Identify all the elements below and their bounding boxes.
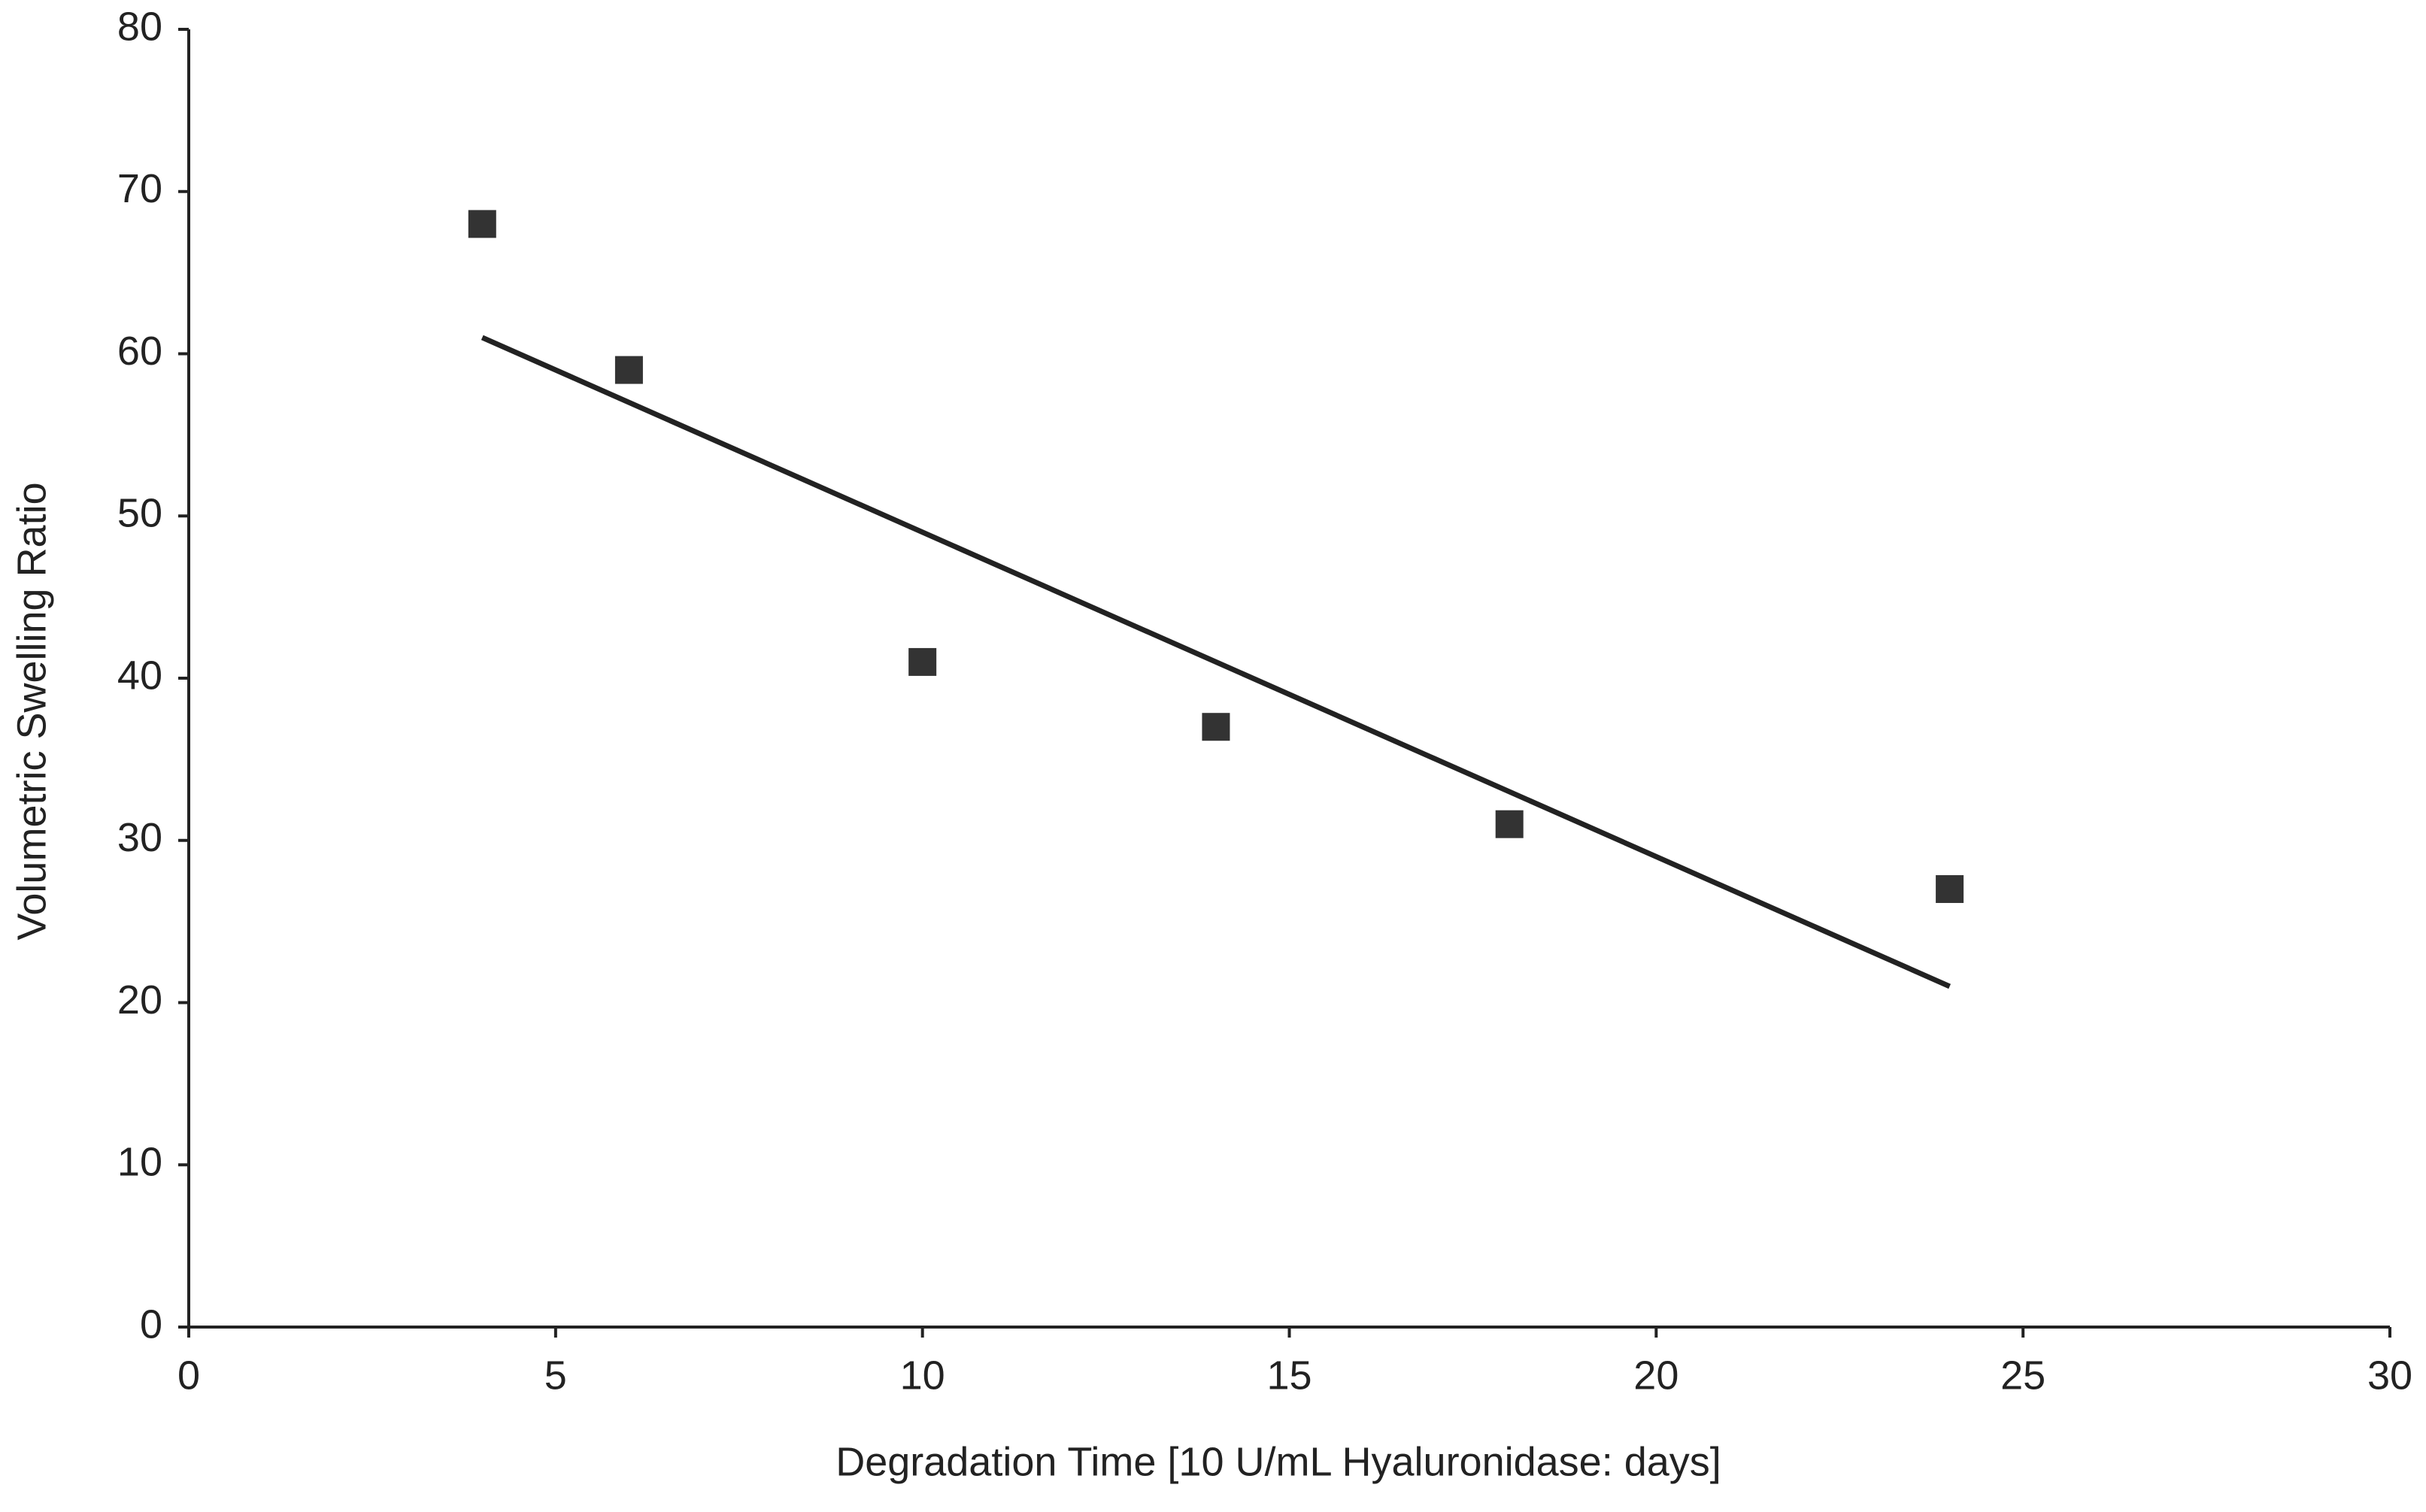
x-tick-label: 25: [2000, 1353, 2045, 1398]
y-tick-label: 50: [117, 491, 162, 536]
y-tick-label: 40: [117, 653, 162, 698]
y-tick-label: 30: [117, 815, 162, 860]
point: [1202, 713, 1230, 741]
x-tick-label: 15: [1266, 1353, 1312, 1398]
y-tick-label: 70: [117, 166, 162, 211]
point: [468, 210, 496, 238]
y-tick-label: 60: [117, 329, 162, 374]
y-tick-label: 80: [117, 4, 162, 49]
x-tick-label: 10: [900, 1353, 945, 1398]
point: [1495, 810, 1524, 838]
x-tick-label: 20: [1633, 1353, 1678, 1398]
y-tick-label: 0: [140, 1301, 162, 1347]
x-tick-label: 0: [177, 1353, 200, 1398]
trendline: [481, 335, 1951, 989]
x-tick-label: 30: [2367, 1353, 2412, 1398]
point: [1936, 874, 1964, 903]
y-tick-label: 20: [117, 977, 162, 1023]
point: [614, 356, 643, 384]
y-axis-label: Volumetric Swelling Ratio: [9, 482, 54, 940]
x-tick-label: 5: [544, 1353, 567, 1398]
x-axis-label: Degradation Time [10 U/mL Hyaluronidase:…: [835, 1439, 1721, 1484]
y-tick-label: 10: [117, 1140, 162, 1185]
point: [908, 647, 937, 676]
